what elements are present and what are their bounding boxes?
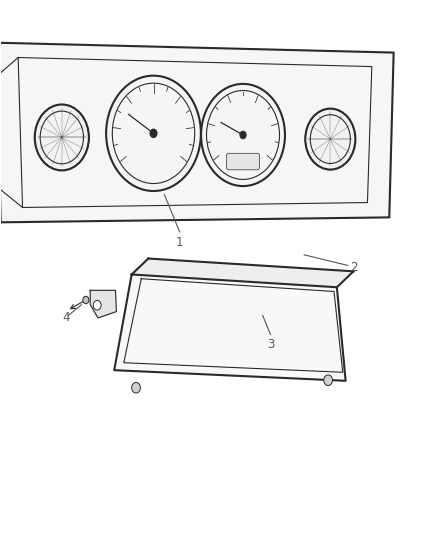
Polygon shape: [114, 274, 346, 381]
Text: 1: 1: [176, 236, 184, 249]
Circle shape: [324, 375, 332, 385]
FancyBboxPatch shape: [226, 154, 259, 170]
Polygon shape: [0, 43, 1, 222]
Polygon shape: [132, 259, 353, 287]
Polygon shape: [0, 43, 394, 222]
Circle shape: [106, 76, 201, 191]
Circle shape: [305, 109, 355, 169]
Polygon shape: [90, 290, 117, 318]
Circle shape: [201, 84, 285, 186]
Circle shape: [240, 132, 246, 139]
Text: 2: 2: [350, 261, 357, 273]
Circle shape: [83, 296, 89, 304]
Text: 4: 4: [63, 311, 70, 324]
Circle shape: [132, 382, 141, 393]
Circle shape: [150, 130, 157, 138]
Text: 3: 3: [267, 338, 274, 351]
Circle shape: [93, 301, 101, 310]
Circle shape: [35, 104, 89, 171]
